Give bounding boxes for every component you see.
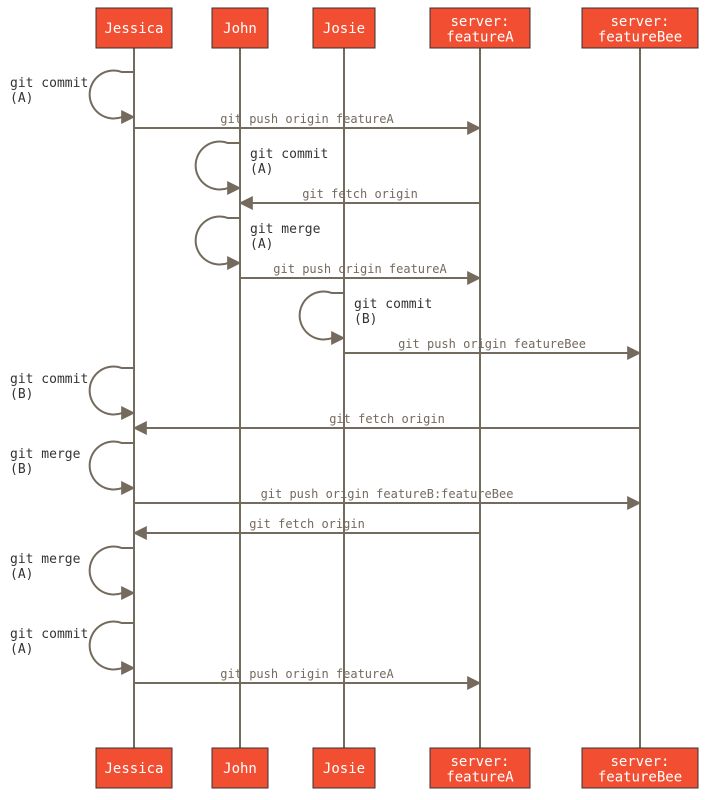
self-message-label: git commit(A)	[10, 76, 88, 106]
actor-label-jessica: Jessica	[104, 761, 163, 777]
self-message-loop	[90, 442, 134, 490]
self-message-loop	[90, 71, 134, 119]
sequence-diagram: Jessica John Josie server:featureA server:fe…	[0, 0, 718, 800]
self-message-loop	[90, 622, 134, 670]
actor-label-john: John	[223, 761, 257, 777]
actor-label-featureBee: server:featureBee	[598, 14, 682, 45]
message-label: git push origin featureA	[220, 112, 394, 126]
self-message-loop	[300, 292, 344, 340]
self-message-label: git merge(A)	[250, 222, 321, 252]
actor-label-josie: Josie	[323, 761, 365, 777]
self-message-loop	[90, 546, 134, 594]
self-message-label: git merge(A)	[10, 552, 81, 582]
self-message-label: git commit(A)	[250, 147, 328, 177]
self-message-label: git commit(B)	[354, 297, 432, 327]
message-label: git push origin featureA	[220, 667, 394, 681]
self-message-loop	[90, 366, 134, 414]
message-label: git fetch origin	[249, 517, 365, 531]
actor-label-featureBee: server:featureBee	[598, 754, 682, 785]
message-label: git push origin featureBee	[398, 337, 586, 351]
actor-label-featureA: server:featureA	[446, 14, 514, 45]
actor-label-jessica: Jessica	[104, 21, 163, 37]
actor-label-featureA: server:featureA	[446, 754, 514, 785]
self-message-label: git commit(A)	[10, 627, 88, 657]
self-message-loop	[196, 217, 240, 265]
message-label: git fetch origin	[329, 412, 445, 426]
actor-label-josie: Josie	[323, 21, 365, 37]
actor-label-john: John	[223, 21, 257, 37]
message-label: git push origin featureA	[273, 262, 447, 276]
message-label: git fetch origin	[302, 187, 418, 201]
self-message-loop	[196, 142, 240, 190]
self-message-label: git merge(B)	[10, 447, 81, 477]
message-label: git push origin featureB:featureBee	[261, 487, 514, 501]
self-message-label: git commit(B)	[10, 372, 88, 402]
